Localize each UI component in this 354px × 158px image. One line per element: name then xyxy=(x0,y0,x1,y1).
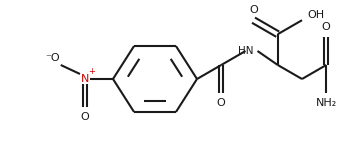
Text: N: N xyxy=(81,74,89,84)
Text: O: O xyxy=(81,112,89,122)
Text: NH₂: NH₂ xyxy=(316,98,337,108)
Text: OH: OH xyxy=(307,10,325,20)
Text: ⁻O: ⁻O xyxy=(45,53,60,63)
Text: O: O xyxy=(249,5,258,15)
Text: +: + xyxy=(88,67,96,76)
Text: O: O xyxy=(217,98,225,108)
Text: HN: HN xyxy=(238,46,253,56)
Text: O: O xyxy=(322,22,331,32)
